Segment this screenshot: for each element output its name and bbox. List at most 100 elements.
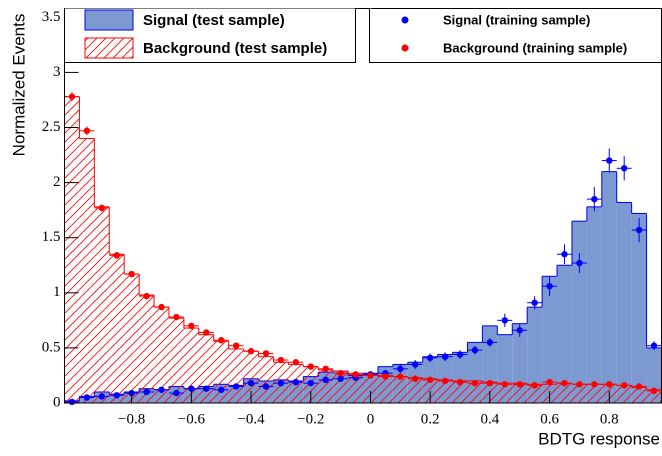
legend-label: Background (test sample) — [143, 40, 327, 57]
data-point — [64, 92, 80, 102]
data-point — [79, 126, 95, 136]
data-point — [363, 372, 378, 379]
point — [262, 350, 270, 357]
data-point — [318, 376, 334, 384]
data-point — [482, 379, 498, 387]
data-point — [243, 348, 259, 355]
histogram-bar — [616, 385, 632, 403]
data-point — [288, 359, 304, 366]
point — [635, 226, 643, 234]
histogram-bar — [363, 374, 378, 403]
point — [501, 317, 508, 324]
histogram-bar — [571, 384, 587, 403]
histogram-bar — [228, 349, 244, 403]
point — [486, 339, 494, 346]
point — [367, 372, 374, 379]
point — [650, 387, 658, 395]
point — [591, 195, 598, 203]
point — [382, 373, 389, 380]
legend-marker — [401, 16, 409, 24]
data-point — [616, 156, 632, 181]
histogram-bar — [213, 341, 229, 403]
point — [158, 386, 165, 393]
data-point — [646, 341, 662, 351]
point — [516, 381, 523, 388]
legend-swatch — [84, 9, 134, 31]
x-tick-label: 0.8 — [600, 411, 619, 427]
histogram-bar — [452, 380, 468, 403]
legend-box — [64, 8, 356, 63]
y-tick-label: 2 — [53, 174, 61, 190]
point — [501, 381, 508, 388]
legend-label: Signal (training sample) — [443, 12, 590, 27]
point — [322, 376, 329, 384]
point — [561, 379, 568, 387]
point — [322, 365, 329, 373]
point — [143, 388, 150, 396]
data-point — [124, 270, 140, 278]
histogram-bar — [586, 384, 602, 403]
data-point — [467, 345, 483, 355]
histogram-bar — [168, 318, 184, 403]
point — [576, 259, 583, 267]
point — [203, 385, 210, 392]
histogram-bar — [243, 351, 259, 403]
point — [337, 375, 344, 382]
point — [247, 379, 255, 387]
legend-swatch — [84, 37, 134, 59]
point — [158, 303, 165, 311]
histogram-bar — [586, 206, 602, 403]
point — [277, 379, 285, 387]
legend: Signal (test sample) Background (test sa… — [64, 8, 662, 63]
point — [591, 381, 598, 388]
data-point — [527, 382, 543, 389]
point — [143, 292, 150, 300]
point — [486, 379, 494, 387]
histogram-bar — [258, 356, 274, 403]
point — [218, 386, 225, 393]
data-point — [542, 378, 558, 386]
data-point — [557, 244, 572, 265]
data-point — [213, 386, 229, 393]
data-point — [452, 378, 468, 386]
x-tick-label: −0.4 — [237, 411, 265, 427]
data-point — [273, 379, 289, 387]
point — [68, 93, 76, 100]
point — [531, 299, 538, 306]
point — [620, 382, 628, 389]
data-point — [243, 379, 259, 387]
point — [412, 361, 419, 368]
x-tick-label: −0.2 — [297, 411, 324, 427]
data-point — [557, 379, 572, 387]
data-point — [601, 148, 617, 173]
histogram-bar — [527, 307, 543, 403]
data-point — [288, 378, 304, 386]
point — [620, 165, 628, 172]
data-point — [631, 217, 647, 243]
point — [188, 385, 195, 392]
data-point — [198, 385, 214, 392]
y-tick-label: 0 — [53, 394, 61, 410]
histogram-bar — [527, 384, 543, 403]
y-axis-label: Normalized Events — [9, 14, 28, 157]
y-tick-label: 1 — [53, 284, 61, 300]
point — [456, 351, 464, 358]
histogram-bar — [542, 276, 558, 403]
histogram-bar — [64, 96, 80, 403]
point — [292, 378, 300, 386]
point — [203, 329, 210, 336]
data-point — [527, 296, 543, 310]
histogram-bar — [631, 387, 647, 403]
data-point — [631, 383, 647, 390]
x-axis-label: BDTG response — [538, 429, 660, 448]
histogram-bar — [571, 221, 587, 403]
x-tick-label: 0 — [367, 411, 375, 427]
point — [546, 378, 553, 386]
y-tick-label: 1.5 — [42, 229, 61, 245]
x-tick-label: 0.4 — [480, 411, 499, 427]
histogram-bar — [154, 307, 169, 403]
histogram-bar — [646, 347, 662, 403]
histogram-bar — [94, 206, 110, 403]
point — [292, 359, 300, 366]
data-point — [601, 381, 617, 388]
